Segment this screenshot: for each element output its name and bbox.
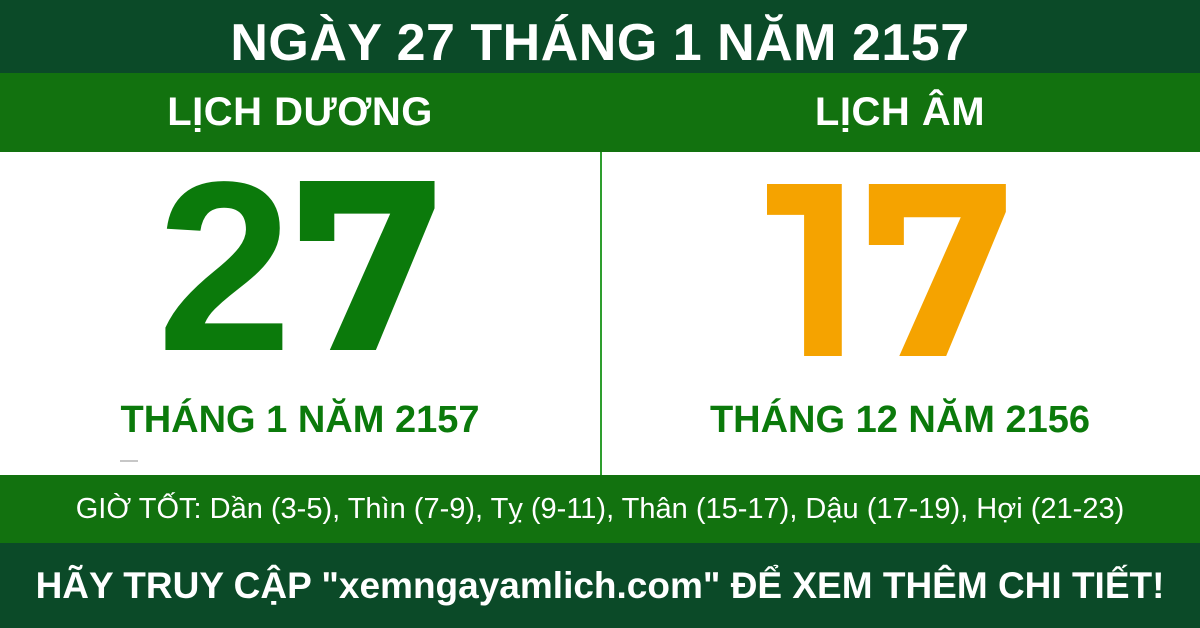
svg-text:2: 2 [157,181,292,350]
